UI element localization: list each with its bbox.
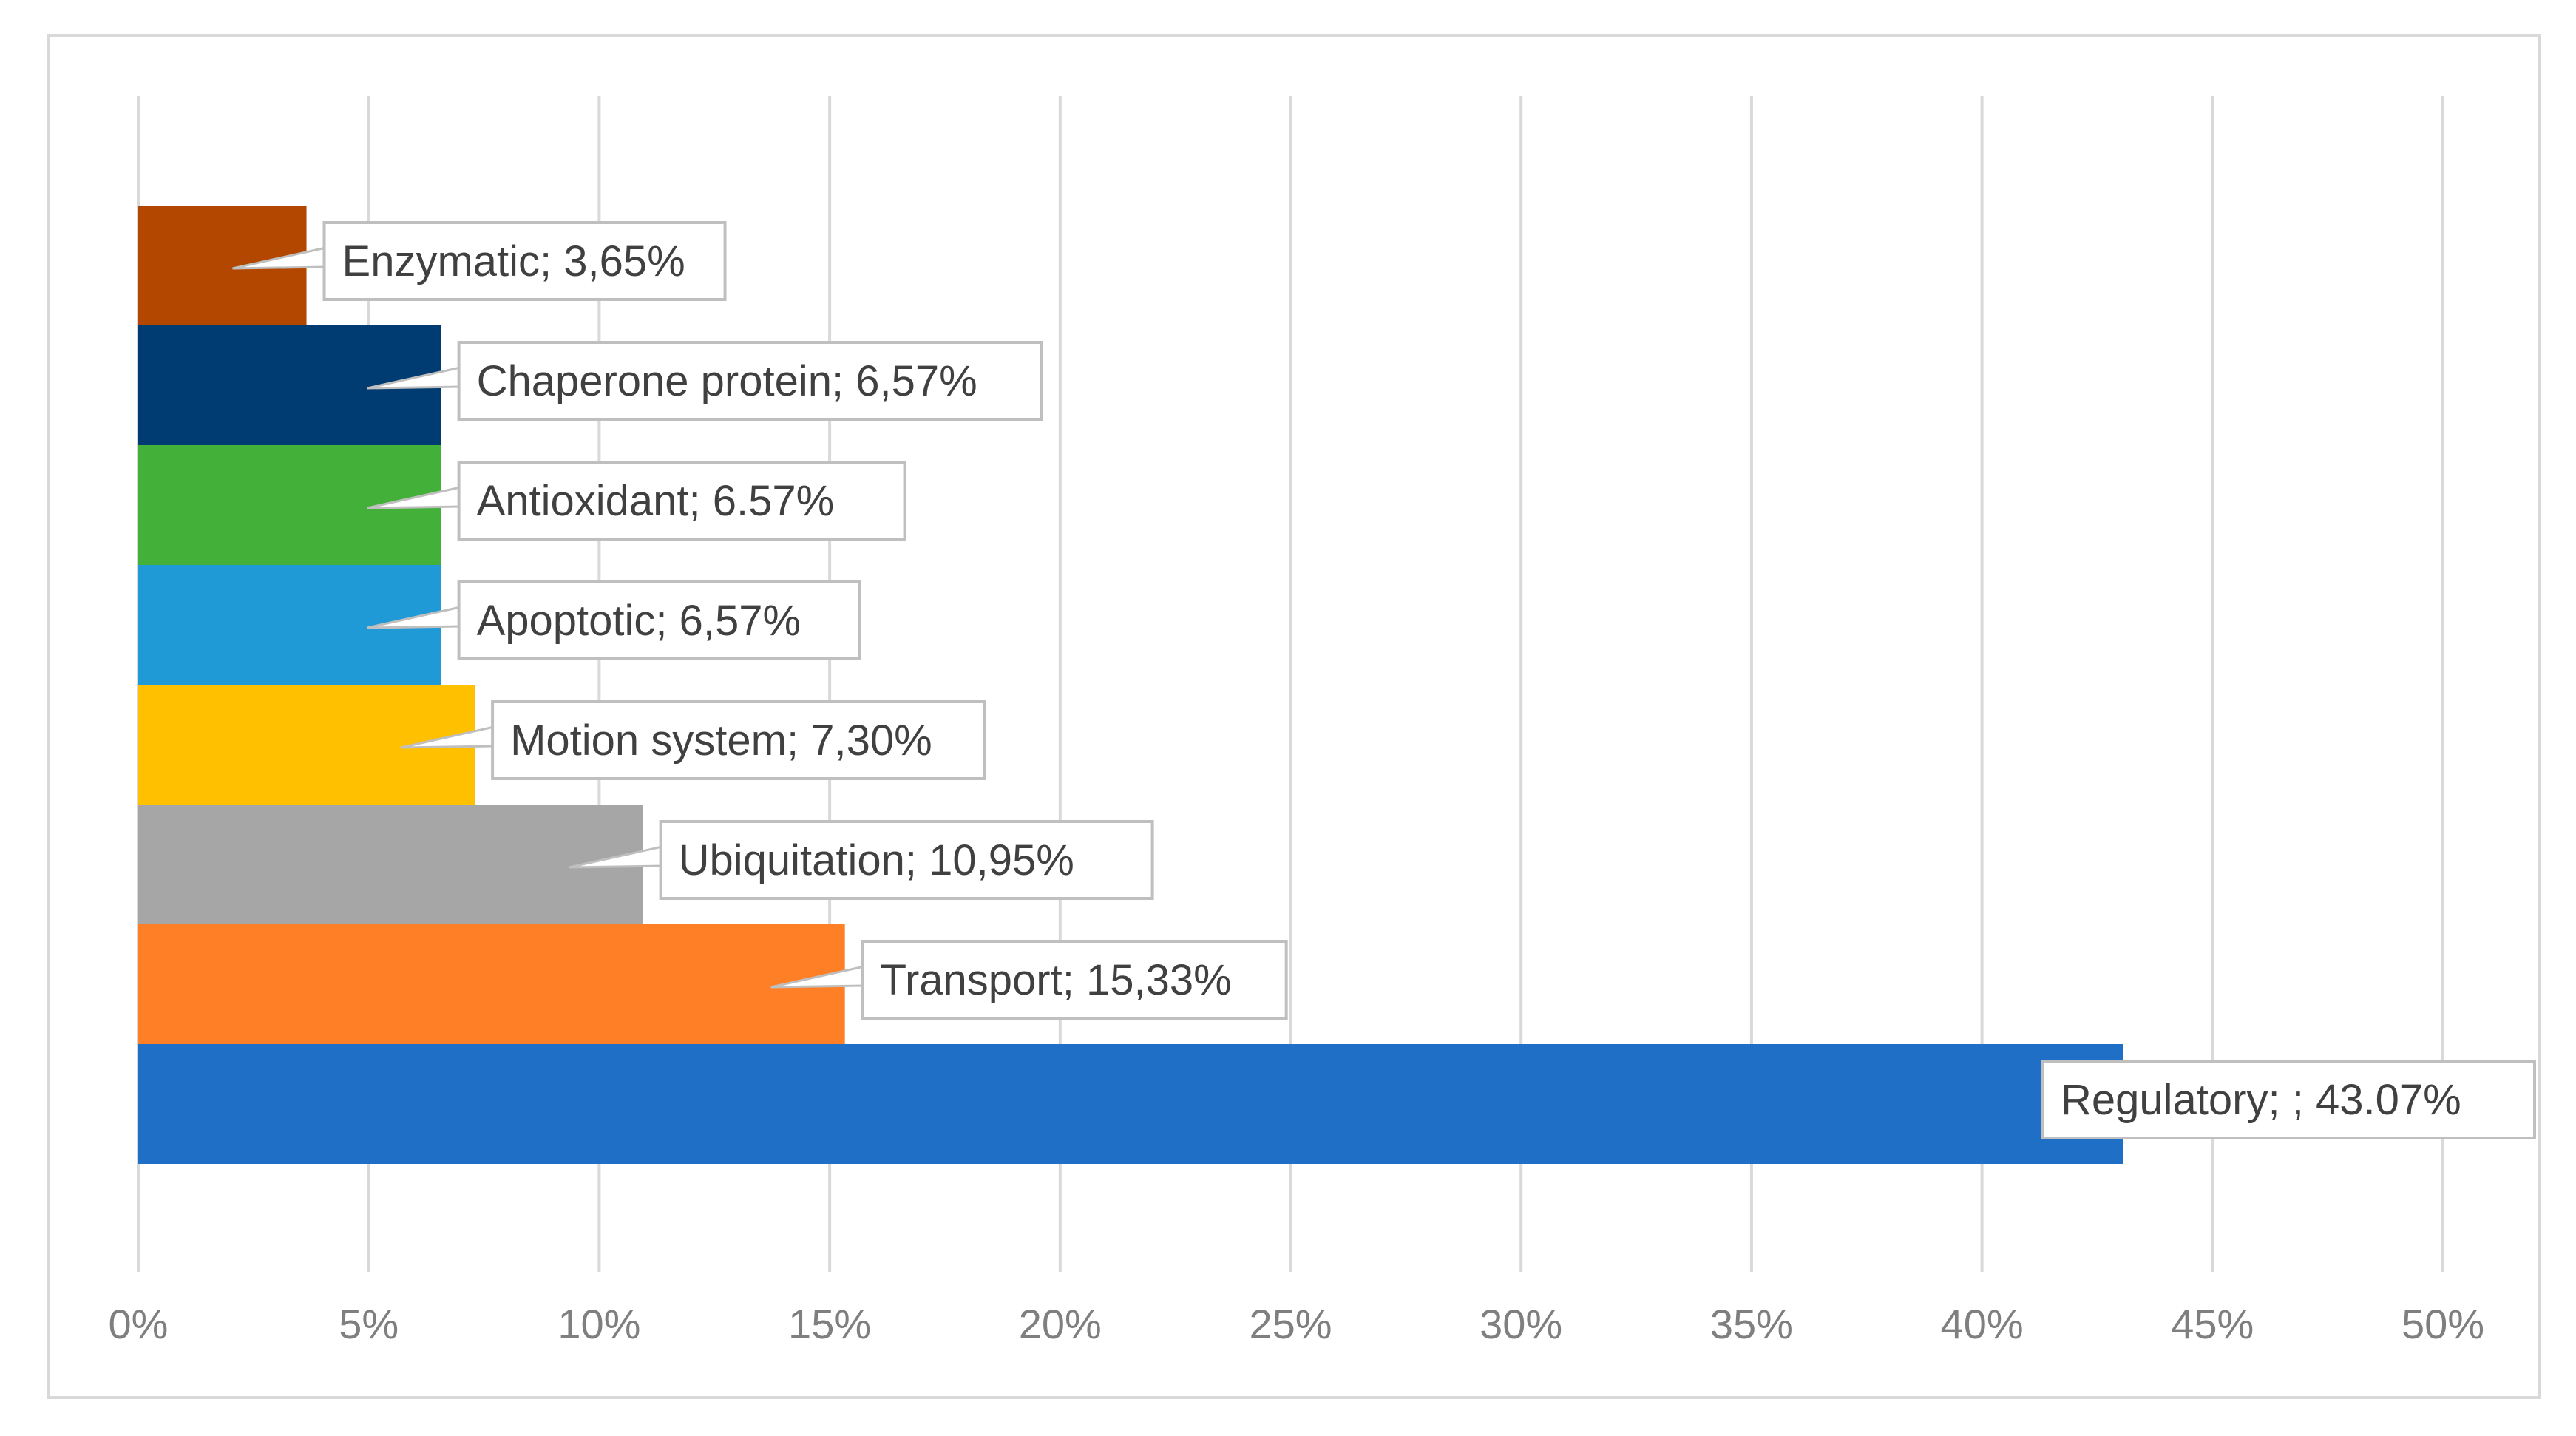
x-tick-label: 25%: [1249, 1301, 1332, 1347]
data-label: Enzymatic; 3,65%: [342, 237, 685, 285]
x-tick-label: 45%: [2171, 1301, 2254, 1347]
data-label-box: [457, 461, 906, 541]
data-label-box: [659, 820, 1154, 900]
data-label: Apoptotic; 6,57%: [477, 597, 801, 645]
data-label-box: [457, 580, 861, 660]
data-labels: Enzymatic; 3,65% Chaperone protein; 6,57%…: [232, 221, 2536, 1139]
data-label-box: [861, 940, 1288, 1020]
x-tick-label: 20%: [1019, 1301, 1102, 1347]
data-label: Transport; 15,33%: [881, 956, 1232, 1004]
data-label: Regulatory; ; 43.07%: [2061, 1076, 2461, 1124]
x-tick-label: 35%: [1710, 1301, 1793, 1347]
bar-transport: [138, 924, 845, 1044]
x-axis-ticks: 0% 5% 10% 15% 20% 25% 30% 35% 40% 45% 50%: [109, 1301, 2485, 1347]
bar-regulatory: [138, 1044, 2123, 1164]
x-tick-label: 10%: [557, 1301, 640, 1347]
x-tick-label: 50%: [2402, 1301, 2484, 1347]
x-tick-label: 0%: [109, 1301, 169, 1347]
x-tick-label: 40%: [1941, 1301, 2024, 1347]
data-label-box: [322, 221, 727, 301]
data-label-box: [2041, 1060, 2536, 1139]
x-tick-label: 5%: [339, 1301, 399, 1347]
bars: [138, 206, 2123, 1164]
data-label: Ubiquitation; 10,95%: [679, 836, 1074, 884]
data-label: Motion system; 7,30%: [510, 717, 932, 765]
data-label: Antioxidant; 6.57%: [477, 477, 835, 525]
data-label-box: [457, 341, 1043, 421]
x-tick-label: 15%: [788, 1301, 871, 1347]
data-label: Chaperone protein; 6,57%: [477, 357, 977, 405]
x-tick-label: 30%: [1479, 1301, 1562, 1347]
data-label-box: [491, 700, 986, 780]
bar-ubiquitation: [138, 805, 643, 924]
